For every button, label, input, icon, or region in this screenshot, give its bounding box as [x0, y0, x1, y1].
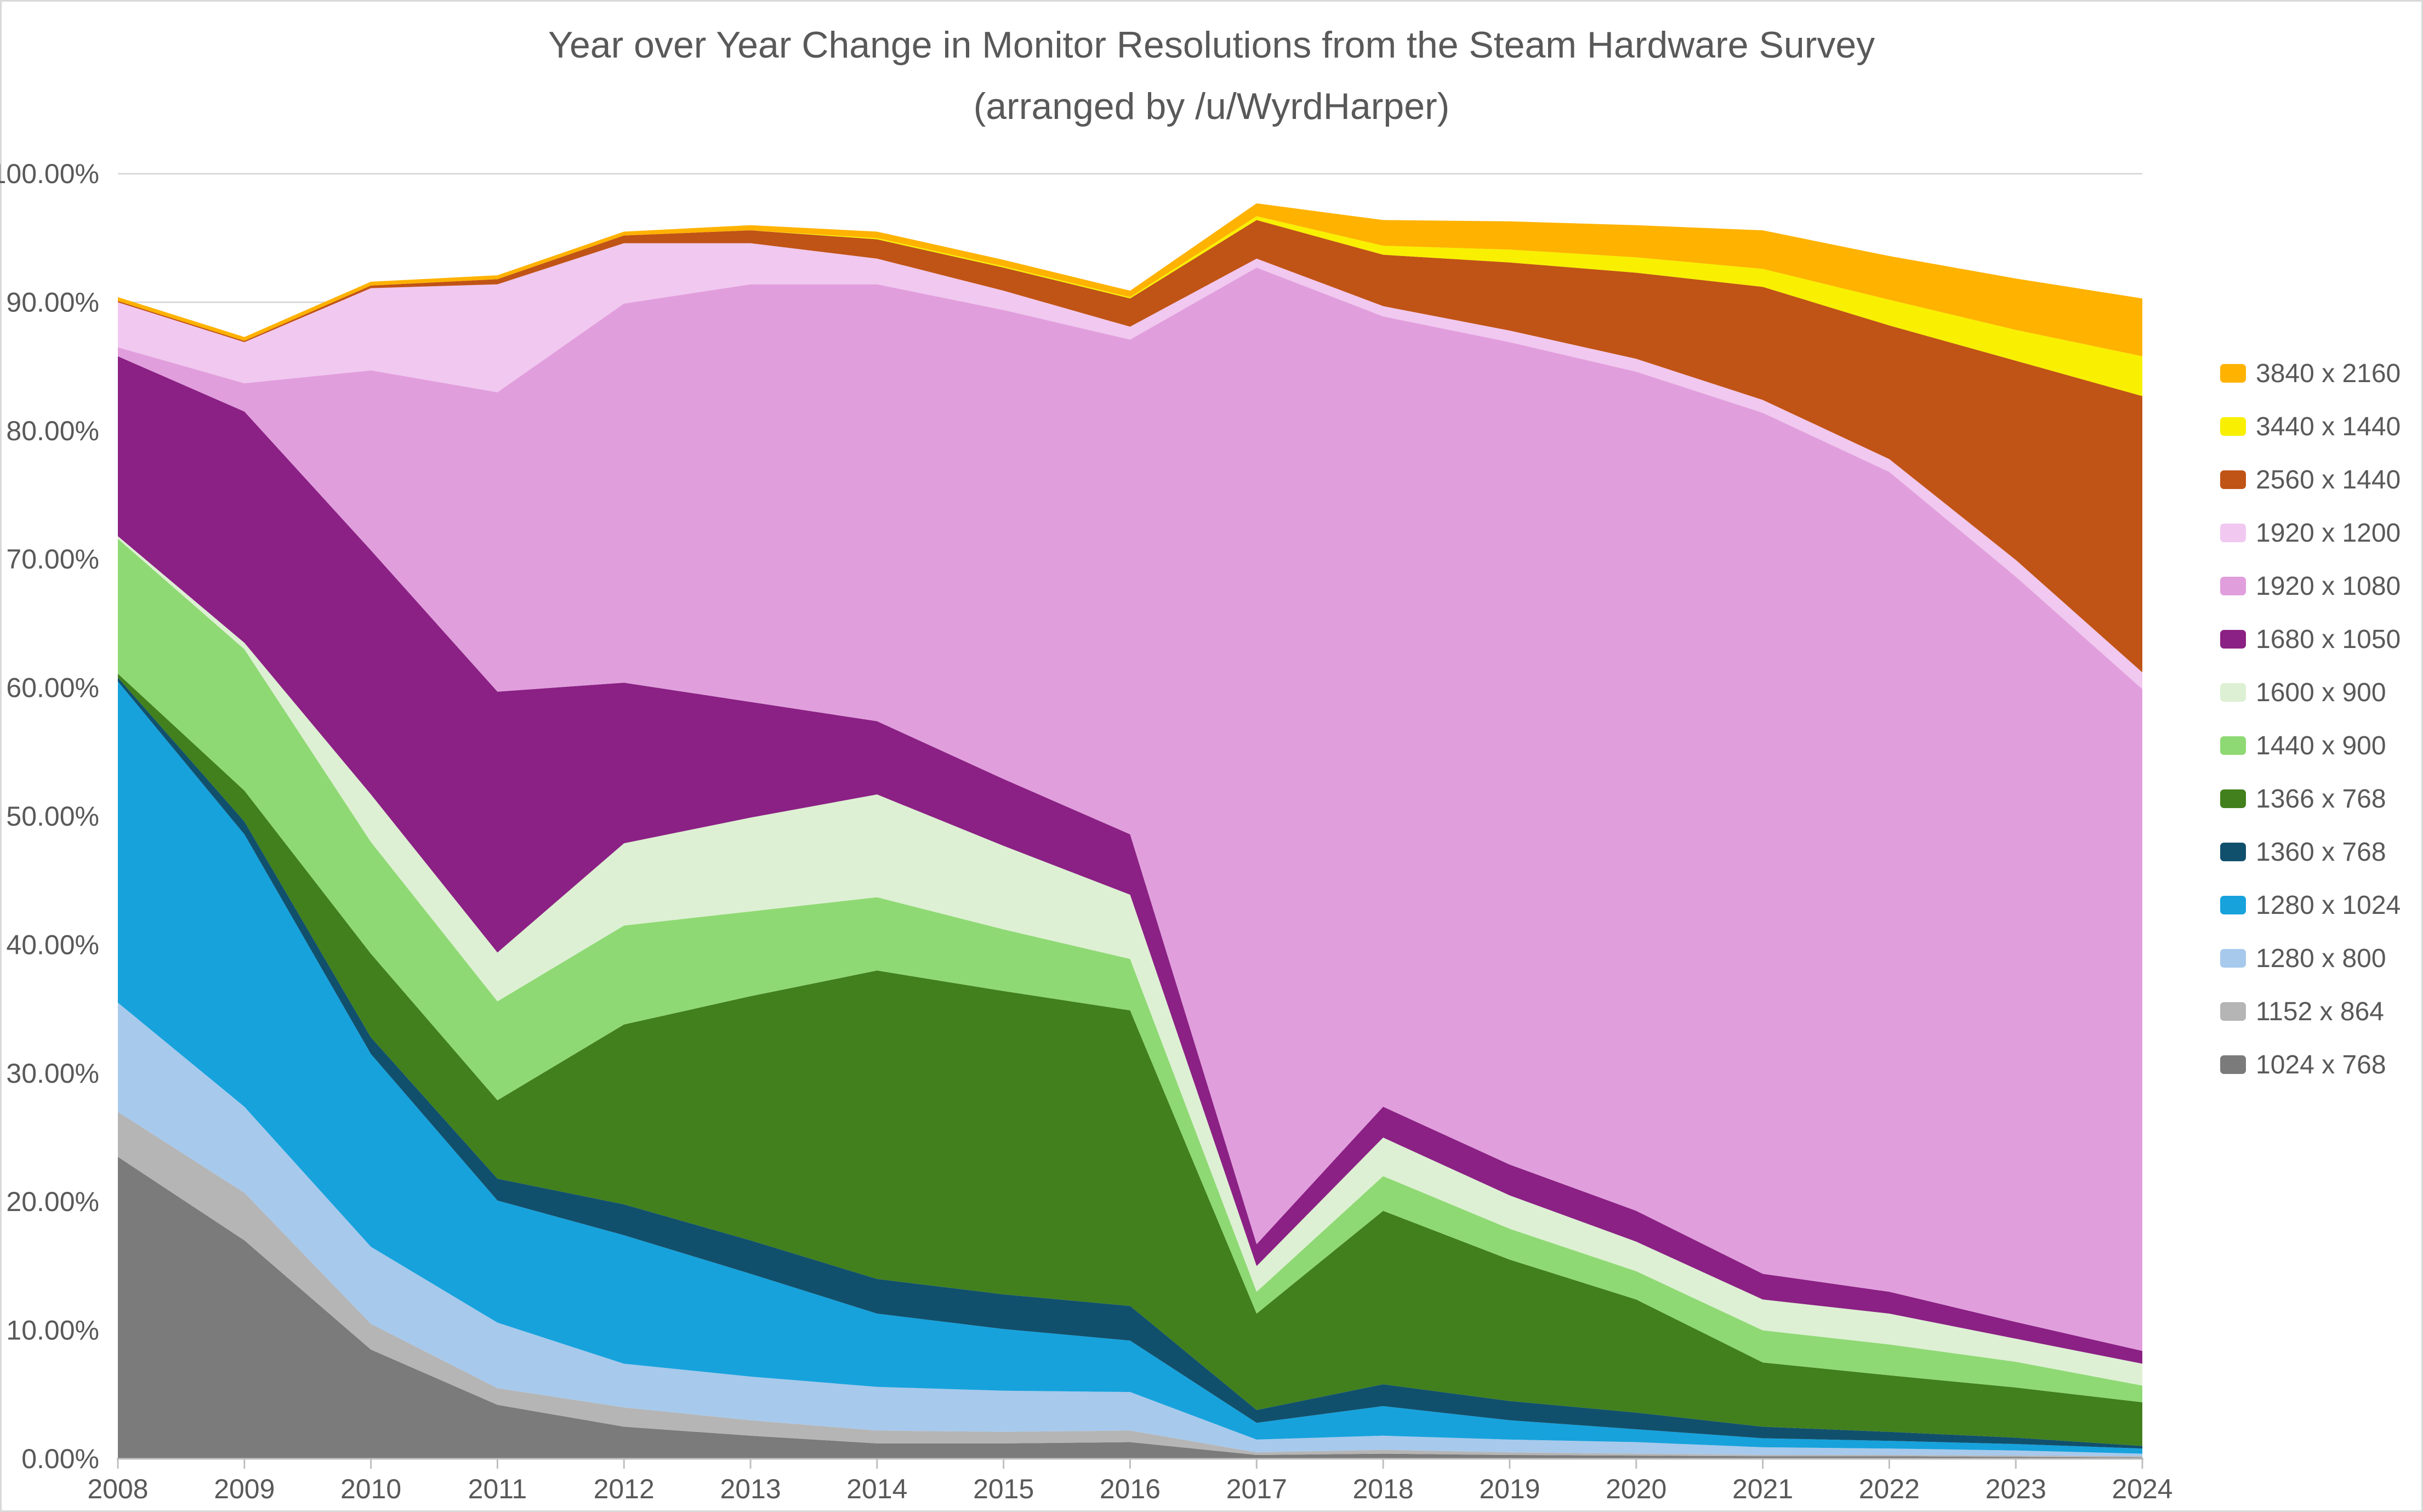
area-series-1680x1050: [118, 356, 2142, 1364]
x-axis-label: 2010: [340, 1474, 401, 1504]
chart-legend: 3840 x 2160 3440 x 1440 2560 x 1440 1920 x …: [2220, 357, 2401, 1081]
chart-title: Year over Year Change in Monitor Resolut…: [548, 24, 1875, 66]
y-axis-label: 0.00%: [21, 1443, 99, 1474]
area-series-1920x1200: [118, 243, 2142, 689]
legend-label: 1680 x 1050: [2256, 624, 2401, 654]
x-axis-label: 2009: [214, 1474, 275, 1504]
chart-subtitle: (arranged by /u/WyrdHarper): [973, 86, 1450, 127]
legend-label: 1920 x 1200: [2256, 518, 2401, 548]
area-series-1024x768: [118, 1157, 2142, 1459]
area-series-3440x1440: [118, 216, 2142, 396]
y-axis-label: 70.00%: [6, 544, 99, 575]
legend-swatch-icon: [2220, 524, 2246, 542]
legend-item: 1152 x 864: [2220, 996, 2401, 1027]
area-series-1600x900: [118, 536, 2142, 1386]
legend-item: 1440 x 900: [2220, 730, 2401, 761]
x-axis-label: 2013: [720, 1474, 781, 1504]
legend-label: 1280 x 800: [2256, 943, 2386, 973]
legend-label: 1360 x 768: [2256, 837, 2386, 867]
x-axis-label: 2011: [468, 1474, 527, 1504]
area-series-1366x768: [118, 673, 2142, 1446]
x-axis-label: 2019: [1479, 1474, 1540, 1504]
legend-label: 1366 x 768: [2256, 784, 2386, 814]
legend-swatch-icon: [2220, 470, 2246, 489]
chart-title-block: Year over Year Change in Monitor Resolut…: [0, 14, 2423, 137]
legend-swatch-icon: [2220, 736, 2246, 755]
legend-item: 1680 x 1050: [2220, 623, 2401, 655]
legend-swatch-icon: [2220, 683, 2246, 702]
area-series-1280x1024: [118, 681, 2142, 1454]
y-axis-label: 30.00%: [6, 1058, 99, 1089]
y-axis-label: 100.00%: [0, 158, 99, 189]
legend-item: 2560 x 1440: [2220, 464, 2401, 496]
x-axis-label: 2021: [1732, 1474, 1793, 1504]
x-axis-label: 2024: [2112, 1474, 2172, 1504]
legend-swatch-icon: [2220, 949, 2246, 968]
x-axis-label: 2012: [594, 1474, 655, 1504]
legend-item: 1360 x 768: [2220, 836, 2401, 868]
legend-swatch-icon: [2220, 843, 2246, 861]
y-axis-label: 90.00%: [6, 287, 99, 317]
area-series-3840x2160: [118, 203, 2142, 356]
x-axis-label: 2017: [1226, 1474, 1287, 1504]
legend-item: 1600 x 900: [2220, 677, 2401, 708]
legend-item: 3840 x 2160: [2220, 357, 2401, 389]
y-axis-label: 40.00%: [6, 929, 99, 960]
x-axis-label: 2015: [973, 1474, 1034, 1504]
x-axis-label: 2022: [1859, 1474, 1920, 1504]
legend-swatch-icon: [2220, 789, 2246, 808]
legend-swatch-icon: [2220, 896, 2246, 914]
legend-label: 3440 x 1440: [2256, 412, 2401, 441]
legend-item: 1024 x 768: [2220, 1049, 2401, 1081]
legend-swatch-icon: [2220, 1002, 2246, 1021]
area-series-1920x1080: [118, 268, 2142, 1351]
x-axis-label: 2018: [1353, 1474, 1414, 1504]
y-axis-label: 20.00%: [6, 1186, 99, 1217]
legend-item: 1920 x 1200: [2220, 517, 2401, 549]
legend-item: 1920 x 1080: [2220, 570, 2401, 602]
legend-label: 1600 x 900: [2256, 678, 2386, 707]
legend-label: 1440 x 900: [2256, 731, 2386, 760]
x-axis-label: 2008: [87, 1474, 148, 1504]
x-axis-label: 2016: [1100, 1474, 1161, 1504]
legend-item: 1366 x 768: [2220, 783, 2401, 815]
legend-label: 3840 x 2160: [2256, 359, 2401, 388]
legend-item: 1280 x 800: [2220, 942, 2401, 974]
legend-swatch-icon: [2220, 364, 2246, 383]
legend-label: 1024 x 768: [2256, 1050, 2386, 1079]
area-series-2560x1440: [118, 220, 2142, 673]
legend-swatch-icon: [2220, 630, 2246, 649]
y-axis-label: 60.00%: [6, 673, 99, 703]
legend-label: 1280 x 1024: [2256, 890, 2401, 920]
legend-label: 1152 x 864: [2256, 997, 2384, 1026]
x-axis-label: 2014: [846, 1474, 907, 1504]
y-axis-label: 50.00%: [6, 801, 99, 832]
legend-swatch-icon: [2220, 417, 2246, 436]
legend-swatch-icon: [2220, 577, 2246, 595]
y-axis-label: 80.00%: [6, 416, 99, 446]
y-axis-label: 10.00%: [6, 1315, 99, 1346]
legend-item: 3440 x 1440: [2220, 411, 2401, 442]
legend-label: 2560 x 1440: [2256, 465, 2401, 494]
area-series-1440x900: [118, 538, 2142, 1402]
x-axis-label: 2023: [1986, 1474, 2046, 1504]
legend-swatch-icon: [2220, 1055, 2246, 1074]
legend-label: 1920 x 1080: [2256, 571, 2401, 601]
legend-item: 1280 x 1024: [2220, 889, 2401, 921]
x-axis-label: 2020: [1606, 1474, 1666, 1504]
